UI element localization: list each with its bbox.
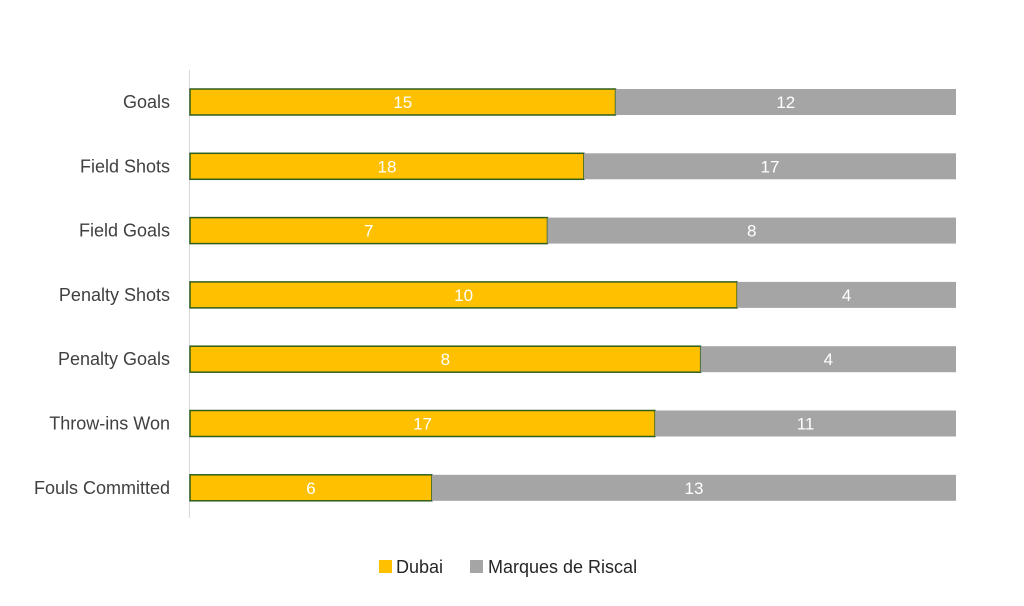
value-label-marques-de-riscal-field-goals: 8 bbox=[747, 222, 756, 241]
bar-marques-de-riscal-field-goals bbox=[547, 217, 956, 244]
legend-label-dubai: Dubai bbox=[396, 557, 443, 577]
legend-label-marques-de-riscal: Marques de Riscal bbox=[488, 557, 637, 577]
value-label-dubai-field-goals: 7 bbox=[364, 222, 373, 241]
category-label-penalty-shots: Penalty Shots bbox=[59, 285, 170, 305]
bar-dubai-throw-ins-won bbox=[189, 409, 656, 438]
value-label-marques-de-riscal-penalty-goals: 4 bbox=[824, 350, 833, 369]
value-label-marques-de-riscal-fouls-committed: 13 bbox=[684, 479, 703, 498]
value-labels: 15 12 18 17 7 8 10 4 8 4 17 11 6 13 bbox=[306, 93, 851, 498]
value-label-marques-de-riscal-field-shots: 17 bbox=[761, 157, 780, 176]
category-label-fouls-committed: Fouls Committed bbox=[34, 478, 170, 498]
value-label-dubai-throw-ins-won: 17 bbox=[413, 415, 432, 434]
category-label-penalty-goals: Penalty Goals bbox=[58, 349, 170, 369]
legend-swatch-marques-de-riscal bbox=[470, 560, 483, 573]
bar-dubai-field-goals bbox=[189, 216, 549, 245]
value-label-dubai-fouls-committed: 6 bbox=[306, 479, 315, 498]
value-label-dubai-penalty-shots: 10 bbox=[454, 286, 473, 305]
bar-marques-de-riscal-goals bbox=[615, 89, 956, 115]
category-label-throw-ins-won: Throw-ins Won bbox=[49, 414, 170, 434]
value-label-marques-de-riscal-throw-ins-won: 11 bbox=[797, 415, 815, 434]
bar-dubai-penalty-goals bbox=[189, 345, 702, 373]
bar-marques-de-riscal-throw-ins-won bbox=[655, 410, 956, 437]
bar-marques-de-riscal-penalty-shots bbox=[737, 281, 956, 308]
bar-marques-de-riscal-penalty-goals bbox=[700, 346, 956, 373]
value-label-dubai-field-shots: 18 bbox=[378, 157, 397, 176]
bar-dubai-penalty-shots bbox=[189, 281, 738, 309]
value-label-dubai-goals: 15 bbox=[393, 93, 412, 112]
bar-dubai-field-shots bbox=[189, 152, 585, 181]
value-label-marques-de-riscal-penalty-shots: 4 bbox=[842, 286, 851, 305]
legend-swatch-dubai bbox=[379, 560, 392, 573]
bars-group bbox=[189, 88, 956, 502]
category-label-goals: Goals bbox=[123, 92, 170, 112]
category-labels: Goals Field Shots Field Goals Penalty Shots… bbox=[34, 92, 170, 498]
bar-marques-de-riscal-field-shots bbox=[583, 153, 956, 180]
value-label-marques-de-riscal-goals: 12 bbox=[776, 93, 795, 112]
value-label-dubai-penalty-goals: 8 bbox=[441, 350, 450, 369]
bar-dubai-fouls-committed bbox=[189, 474, 433, 502]
category-label-field-shots: Field Shots bbox=[80, 156, 170, 176]
legend: Dubai Marques de Riscal bbox=[379, 557, 637, 577]
bar-marques-de-riscal-fouls-committed bbox=[431, 474, 956, 501]
category-label-field-goals: Field Goals bbox=[79, 221, 170, 241]
